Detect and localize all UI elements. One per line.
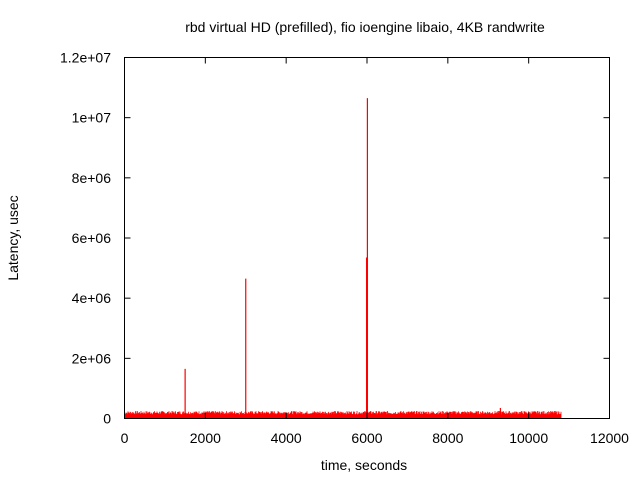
y-tick-label: 2e+06 xyxy=(72,350,112,366)
y-tick-label: 4e+06 xyxy=(72,290,112,306)
latency-baseline-band xyxy=(124,411,562,419)
y-tick-label: 6e+06 xyxy=(72,230,112,246)
plot-frame xyxy=(124,57,610,419)
y-tick-label: 1.2e+07 xyxy=(60,50,111,66)
y-tick-label: 8e+06 xyxy=(72,170,112,186)
y-tick-label: 1e+07 xyxy=(72,110,112,126)
x-tick-label: 8000 xyxy=(432,430,463,446)
plot-data xyxy=(124,98,562,419)
x-tick-label: 4000 xyxy=(271,430,302,446)
x-tick-label: 2000 xyxy=(190,430,221,446)
x-axis-label: time, seconds xyxy=(321,457,407,473)
x-tick-label: 10000 xyxy=(509,430,548,446)
axes: 0 2000 4000 6000 8000 10000 12000 0 2e+06 4e+06 6e… xyxy=(60,50,629,447)
y-axis-label: Latency, usec xyxy=(5,195,21,280)
x-tick-label: 6000 xyxy=(351,430,382,446)
chart-title: rbd virtual HD (prefilled), fio ioengine… xyxy=(185,19,545,35)
x-tick-label: 12000 xyxy=(590,430,629,446)
y-tick-label: 0 xyxy=(103,411,111,427)
x-tick-label: 0 xyxy=(121,430,129,446)
